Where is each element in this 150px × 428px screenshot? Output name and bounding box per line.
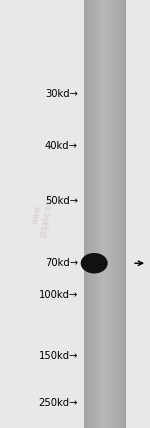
Bar: [90, 0, 91, 428]
Bar: [100, 0, 101, 428]
Text: 70kd→: 70kd→: [45, 258, 78, 268]
Bar: [121, 0, 122, 428]
Bar: [86, 0, 87, 428]
Bar: [101, 0, 102, 428]
Bar: [94, 0, 95, 428]
Bar: [118, 0, 119, 428]
Text: 30kd→: 30kd→: [45, 89, 78, 99]
Bar: [93, 0, 94, 428]
Bar: [117, 0, 118, 428]
Bar: [84, 0, 85, 428]
Text: 100kd→: 100kd→: [39, 290, 78, 300]
Bar: [112, 0, 113, 428]
Bar: [115, 0, 116, 428]
Bar: [114, 0, 115, 428]
Bar: [124, 0, 125, 428]
Bar: [108, 0, 109, 428]
Bar: [88, 0, 89, 428]
Bar: [113, 0, 114, 428]
Bar: [111, 0, 112, 428]
Bar: [119, 0, 120, 428]
Bar: [107, 0, 108, 428]
Bar: [91, 0, 92, 428]
Text: www.
ptgabc.com: www. ptgabc.com: [28, 190, 56, 238]
Bar: [97, 0, 98, 428]
Bar: [89, 0, 90, 428]
Bar: [87, 0, 88, 428]
Text: 250kd→: 250kd→: [39, 398, 78, 408]
Ellipse shape: [81, 253, 108, 273]
Bar: [92, 0, 93, 428]
Bar: [104, 0, 105, 428]
Bar: [110, 0, 111, 428]
Bar: [85, 0, 86, 428]
Bar: [109, 0, 110, 428]
Bar: [106, 0, 107, 428]
Bar: [125, 0, 126, 428]
Bar: [102, 0, 103, 428]
Bar: [96, 0, 97, 428]
Bar: [103, 0, 104, 428]
Bar: [95, 0, 96, 428]
Bar: [122, 0, 123, 428]
Bar: [105, 0, 106, 428]
Bar: [120, 0, 121, 428]
Bar: [98, 0, 99, 428]
Bar: [116, 0, 117, 428]
Text: 50kd→: 50kd→: [45, 196, 78, 206]
Bar: [123, 0, 124, 428]
Bar: [99, 0, 100, 428]
Text: 40kd→: 40kd→: [45, 140, 78, 151]
Text: 150kd→: 150kd→: [39, 351, 78, 361]
